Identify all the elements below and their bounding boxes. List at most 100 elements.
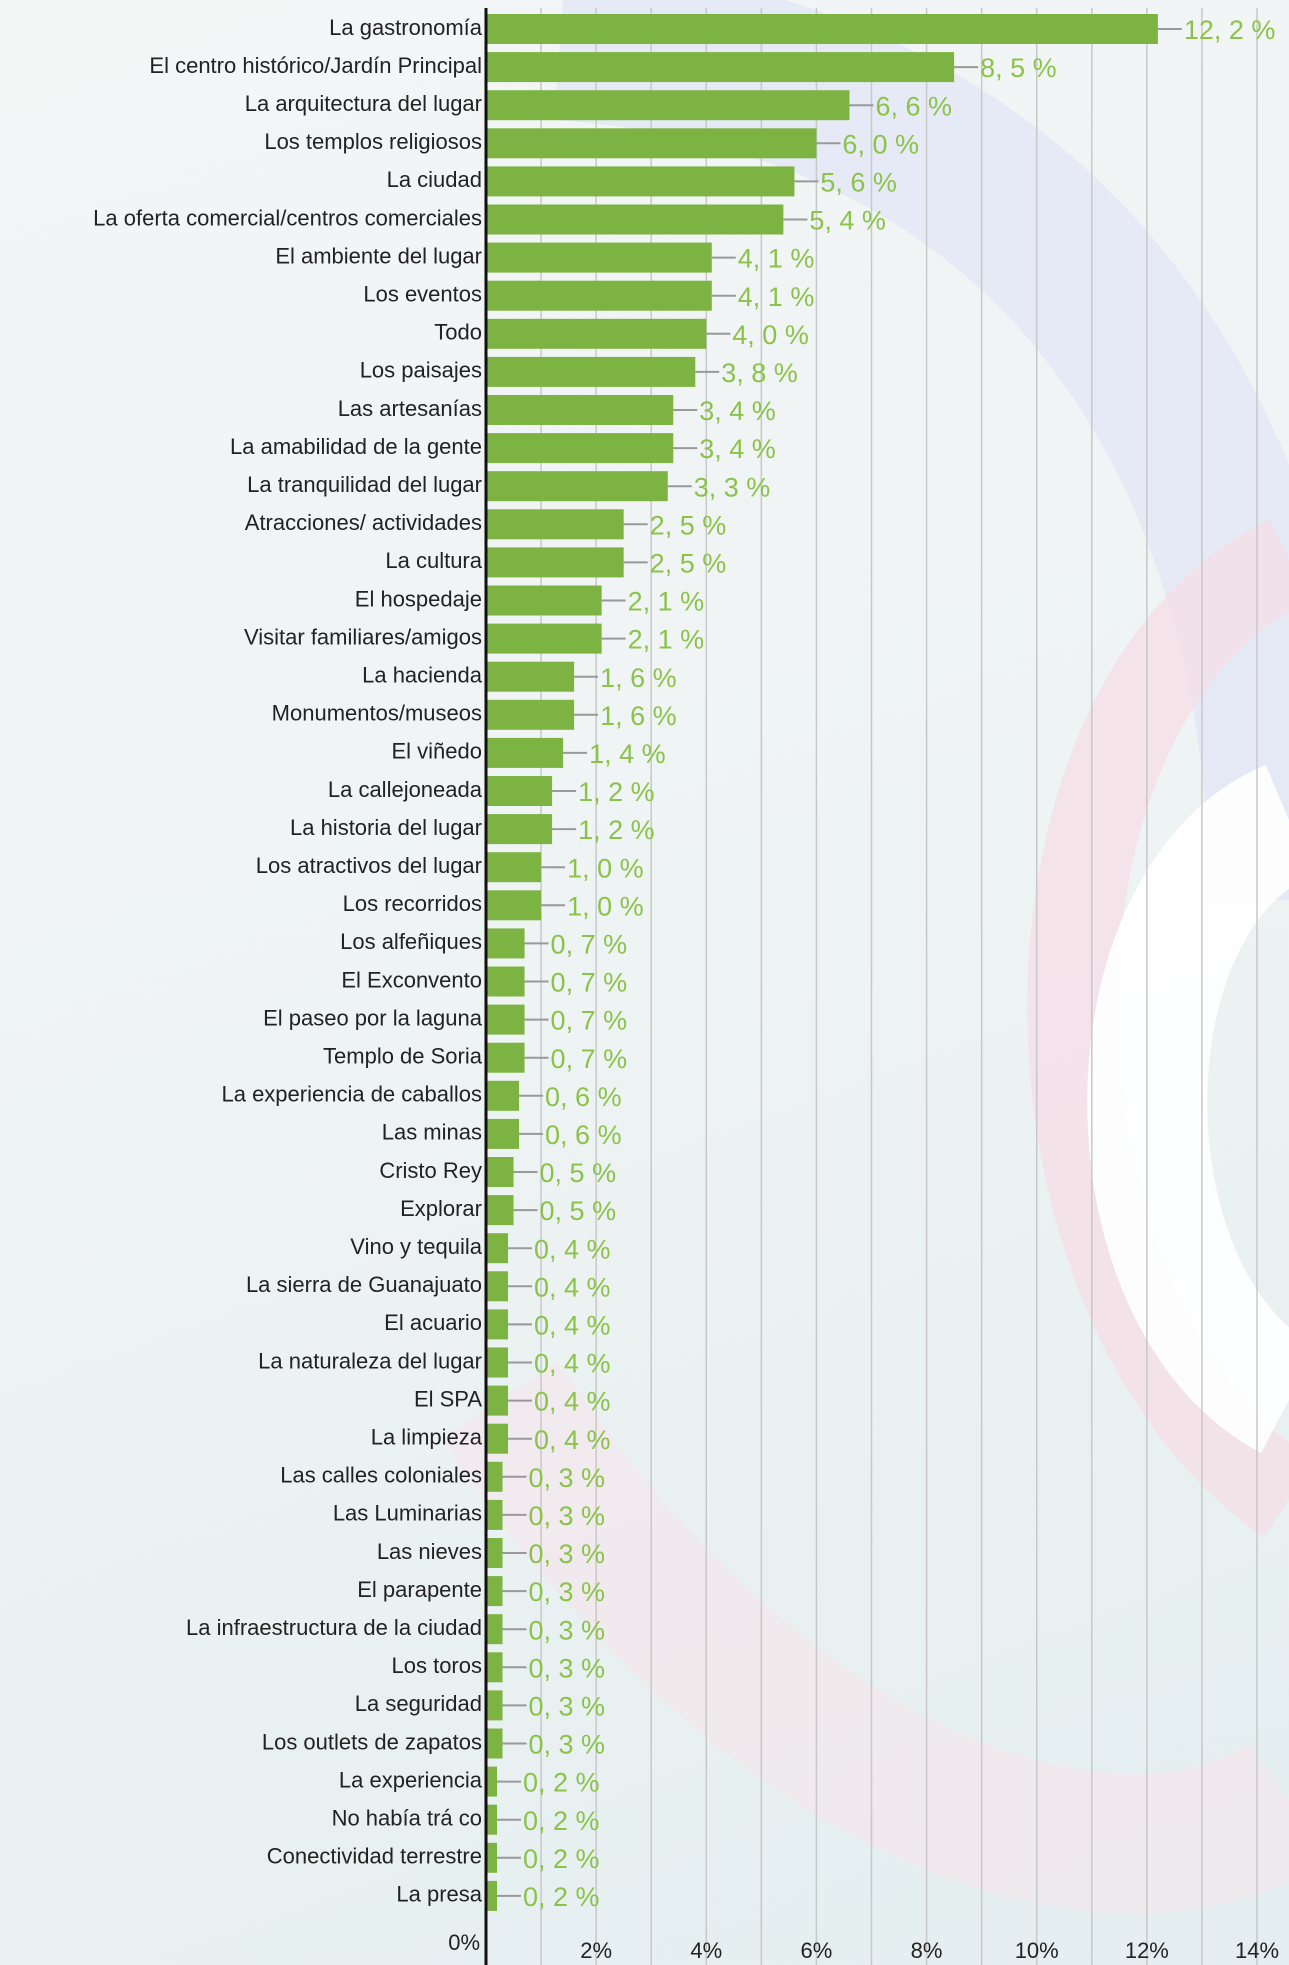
y-tick-label: La arquitectura del lugar <box>245 91 482 116</box>
value-label: 2, 5 % <box>650 510 727 540</box>
y-tick-label: Atracciones/ actividades <box>245 510 482 535</box>
value-label: 0, 2 % <box>523 1844 600 1874</box>
bar <box>486 1271 508 1301</box>
bar <box>486 128 816 158</box>
y-tick-label: Los eventos <box>363 282 482 307</box>
value-label: 6, 0 % <box>842 129 919 159</box>
bar <box>486 586 602 616</box>
bar <box>486 1843 497 1873</box>
bar <box>486 700 574 730</box>
chart: 0%2%4%6%8%10%12%14%La gastronomía12, 2 %… <box>0 0 1289 1965</box>
bar <box>486 357 695 387</box>
bar <box>486 1195 514 1225</box>
value-label: 0, 3 % <box>529 1501 606 1531</box>
bar <box>486 1500 503 1530</box>
bar <box>486 1005 525 1035</box>
y-tick-label: El SPA <box>414 1386 482 1411</box>
bar <box>486 1614 503 1644</box>
y-tick-label: Vino y tequila <box>350 1234 482 1259</box>
bar <box>486 1119 519 1149</box>
bar <box>486 1309 508 1339</box>
value-label: 8, 5 % <box>980 53 1057 83</box>
value-label: 0, 7 % <box>551 930 628 960</box>
y-tick-label: La naturaleza del lugar <box>258 1348 482 1373</box>
bar <box>486 433 673 463</box>
value-label: 3, 3 % <box>694 472 771 502</box>
bar <box>486 1043 525 1073</box>
value-label: 0, 3 % <box>529 1653 606 1683</box>
y-tick-label: Las Luminarias <box>333 1501 482 1526</box>
bar <box>486 1652 503 1682</box>
y-tick-label: La infraestructura de la ciudad <box>186 1615 482 1640</box>
y-tick-label: El parapente <box>357 1577 482 1602</box>
bar <box>486 166 794 196</box>
value-label: 5, 4 % <box>809 206 886 236</box>
y-tick-label: El paseo por la laguna <box>263 1005 483 1030</box>
value-label: 1, 0 % <box>567 891 644 921</box>
y-tick-label: El acuario <box>384 1310 482 1335</box>
y-tick-label: La amabilidad de la gente <box>230 434 482 459</box>
value-label: 2, 1 % <box>628 587 705 617</box>
value-label: 0, 3 % <box>529 1539 606 1569</box>
value-label: 0, 4 % <box>534 1349 611 1379</box>
y-tick-label: El Exconvento <box>341 967 482 992</box>
bar <box>486 205 783 235</box>
y-tick-label: No había trá co <box>332 1806 482 1831</box>
value-label: 0, 6 % <box>545 1120 622 1150</box>
bar <box>486 738 563 768</box>
value-label: 3, 8 % <box>721 358 798 388</box>
y-tick-label: La seguridad <box>355 1691 482 1716</box>
value-label: 12, 2 % <box>1184 15 1276 45</box>
bar <box>486 890 541 920</box>
value-label: 0, 3 % <box>529 1577 606 1607</box>
value-label: 0, 7 % <box>551 1044 628 1074</box>
bar <box>486 1462 503 1492</box>
y-tick-label: Los toros <box>392 1653 483 1678</box>
x-tick-label: 14% <box>1235 1938 1279 1963</box>
value-label: 0, 7 % <box>551 968 628 998</box>
x-tick-label: 6% <box>801 1938 833 1963</box>
value-label: 0, 7 % <box>551 1006 628 1036</box>
value-label: 4, 0 % <box>732 320 809 350</box>
y-tick-label: Los atractivos del lugar <box>256 853 482 878</box>
value-label: 1, 6 % <box>600 663 677 693</box>
value-label: 0, 2 % <box>523 1806 600 1836</box>
value-label: 2, 1 % <box>628 625 705 655</box>
bar <box>486 967 525 997</box>
value-label: 1, 2 % <box>578 815 655 845</box>
bar <box>486 928 525 958</box>
value-label: 0, 3 % <box>529 1615 606 1645</box>
value-label: 0, 5 % <box>540 1158 617 1188</box>
bar <box>486 1690 503 1720</box>
y-tick-label: La cultura <box>385 548 482 573</box>
bar <box>486 1424 508 1454</box>
x-tick-label: 12% <box>1125 1938 1169 1963</box>
value-label: 0, 4 % <box>534 1425 611 1455</box>
value-label: 1, 0 % <box>567 853 644 883</box>
x-tick-label: 4% <box>690 1938 722 1963</box>
y-tick-label: La experiencia <box>339 1767 483 1792</box>
x-tick-label: 10% <box>1015 1938 1059 1963</box>
y-tick-label: La sierra de Guanajuato <box>246 1272 482 1297</box>
y-tick-label: El viñedo <box>391 739 482 764</box>
x-tick-label: 0% <box>448 1930 480 1955</box>
y-tick-label: Todo <box>434 320 482 345</box>
y-tick-label: La experiencia de caballos <box>221 1082 482 1107</box>
bar <box>486 395 673 425</box>
bar <box>486 1157 514 1187</box>
bar <box>486 1767 497 1797</box>
y-tick-label: El hospedaje <box>355 586 482 611</box>
y-tick-label: Conectividad terrestre <box>267 1844 482 1869</box>
y-tick-label: Visitar familiares/amigos <box>244 624 482 649</box>
value-label: 0, 3 % <box>529 1730 606 1760</box>
y-tick-label: Las artesanías <box>338 396 482 421</box>
value-label: 0, 6 % <box>545 1082 622 1112</box>
y-tick-label: La ciudad <box>387 167 482 192</box>
bar <box>486 90 849 120</box>
bar <box>486 776 552 806</box>
bar <box>486 1729 503 1759</box>
y-tick-label: Monumentos/museos <box>272 701 482 726</box>
x-tick-label: 8% <box>911 1938 943 1963</box>
value-label: 0, 4 % <box>534 1387 611 1417</box>
bar <box>486 509 624 539</box>
